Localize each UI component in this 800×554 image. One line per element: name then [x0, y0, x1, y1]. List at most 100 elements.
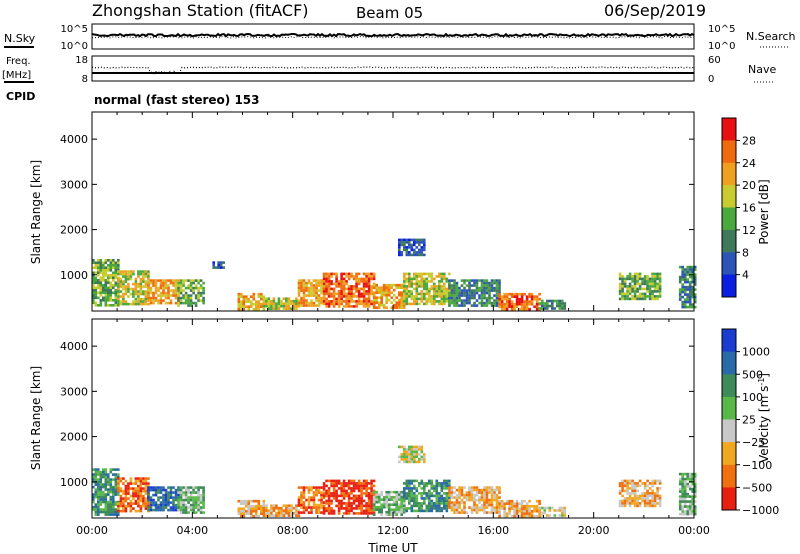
- data-cell: [450, 506, 454, 509]
- data-cell: [546, 302, 549, 305]
- data-cell: [415, 238, 419, 242]
- data-cell: [538, 506, 542, 510]
- data-cell: [653, 295, 657, 298]
- data-cell: [187, 491, 190, 494]
- data-cell: [415, 241, 419, 244]
- data-cell: [425, 282, 429, 286]
- data-cell: [563, 514, 567, 517]
- data-cell: [365, 272, 368, 276]
- data-cell: [300, 506, 303, 509]
- data-cell: [102, 271, 105, 275]
- data-cell: [473, 281, 476, 285]
- data-cell: [510, 502, 514, 505]
- data-cell: [137, 302, 140, 306]
- data-cell: [450, 299, 454, 302]
- data-cell: [420, 494, 424, 498]
- data-cell: [693, 507, 697, 511]
- data-cell: [107, 505, 110, 509]
- data-cell: [342, 292, 346, 296]
- data-cell: [628, 292, 632, 296]
- data-cell: [408, 492, 411, 495]
- data-cell: [438, 282, 441, 286]
- data-cell: [330, 287, 333, 291]
- x-tick-label: 08:00: [277, 524, 309, 537]
- data-cell: [104, 301, 108, 305]
- data-cell: [159, 506, 163, 509]
- data-cell: [240, 302, 243, 306]
- data-cell: [257, 499, 261, 503]
- data-cell: [618, 499, 622, 503]
- data-cell: [681, 505, 684, 508]
- y-tick-label: 2000: [60, 431, 88, 444]
- data-cell: [335, 285, 338, 288]
- data-cell: [112, 503, 115, 506]
- data-cell: [395, 303, 398, 307]
- data-cell: [621, 275, 624, 278]
- data-cell: [438, 292, 441, 296]
- data-cell: [435, 492, 439, 495]
- data-cell: [122, 477, 125, 480]
- data-cell: [325, 479, 328, 483]
- data-cell: [305, 498, 308, 502]
- data-cell: [435, 285, 439, 288]
- data-cell: [320, 301, 323, 305]
- data-cell: [681, 500, 684, 503]
- data-cell: [473, 488, 476, 492]
- data-cell: [164, 488, 168, 492]
- data-cell: [498, 281, 501, 285]
- data-cell: [362, 295, 366, 298]
- data-cell: [137, 484, 140, 488]
- data-cell: [275, 514, 278, 517]
- data-cell: [367, 504, 371, 508]
- data-cell: [337, 499, 341, 503]
- data-cell: [413, 453, 416, 456]
- data-cell: [362, 499, 366, 503]
- data-cell: [270, 514, 273, 517]
- data-cell: [485, 493, 489, 497]
- data-cell: [174, 491, 178, 494]
- data-cell: [395, 301, 398, 304]
- data-cell: [636, 502, 639, 505]
- data-cell: [102, 495, 105, 499]
- data-cell: [418, 241, 421, 244]
- data-cell: [418, 460, 421, 464]
- data-cell: [433, 287, 436, 291]
- data-cell: [688, 495, 692, 498]
- data-cell: [312, 291, 316, 295]
- data-cell: [370, 489, 373, 493]
- data-cell: [112, 304, 115, 307]
- data-cell: [408, 455, 411, 459]
- nave-series: [91, 66, 695, 75]
- data-cell: [691, 275, 694, 279]
- data-cell: [683, 285, 687, 289]
- data-cell: [94, 470, 98, 474]
- data-cell: [340, 295, 343, 298]
- velocity-ylabel: Slant Range [km]: [29, 366, 43, 470]
- data-cell: [144, 482, 148, 485]
- data-cell: [468, 291, 471, 295]
- data-cell: [362, 285, 366, 288]
- data-cell: [656, 287, 659, 291]
- data-cell: [450, 486, 454, 489]
- data-cell: [325, 499, 328, 503]
- data-cell: [520, 302, 524, 306]
- data-cell: [636, 280, 639, 283]
- data-cell: [340, 504, 343, 508]
- data-cell: [114, 500, 118, 504]
- data-cell: [390, 495, 393, 499]
- data-cell: [194, 296, 198, 300]
- data-cell: [172, 284, 175, 287]
- data-cell: [387, 283, 391, 287]
- data-cell: [245, 504, 248, 508]
- data-cell: [139, 479, 143, 483]
- data-cell: [398, 251, 401, 254]
- data-cell: [335, 275, 338, 278]
- data-cell: [147, 502, 150, 505]
- data-cell: [347, 484, 351, 488]
- data-cell: [114, 304, 118, 307]
- data-cell: [413, 487, 416, 490]
- data-cell: [114, 490, 118, 494]
- data-cell: [347, 512, 351, 515]
- data-cell: [237, 295, 241, 298]
- data-cell: [202, 296, 205, 300]
